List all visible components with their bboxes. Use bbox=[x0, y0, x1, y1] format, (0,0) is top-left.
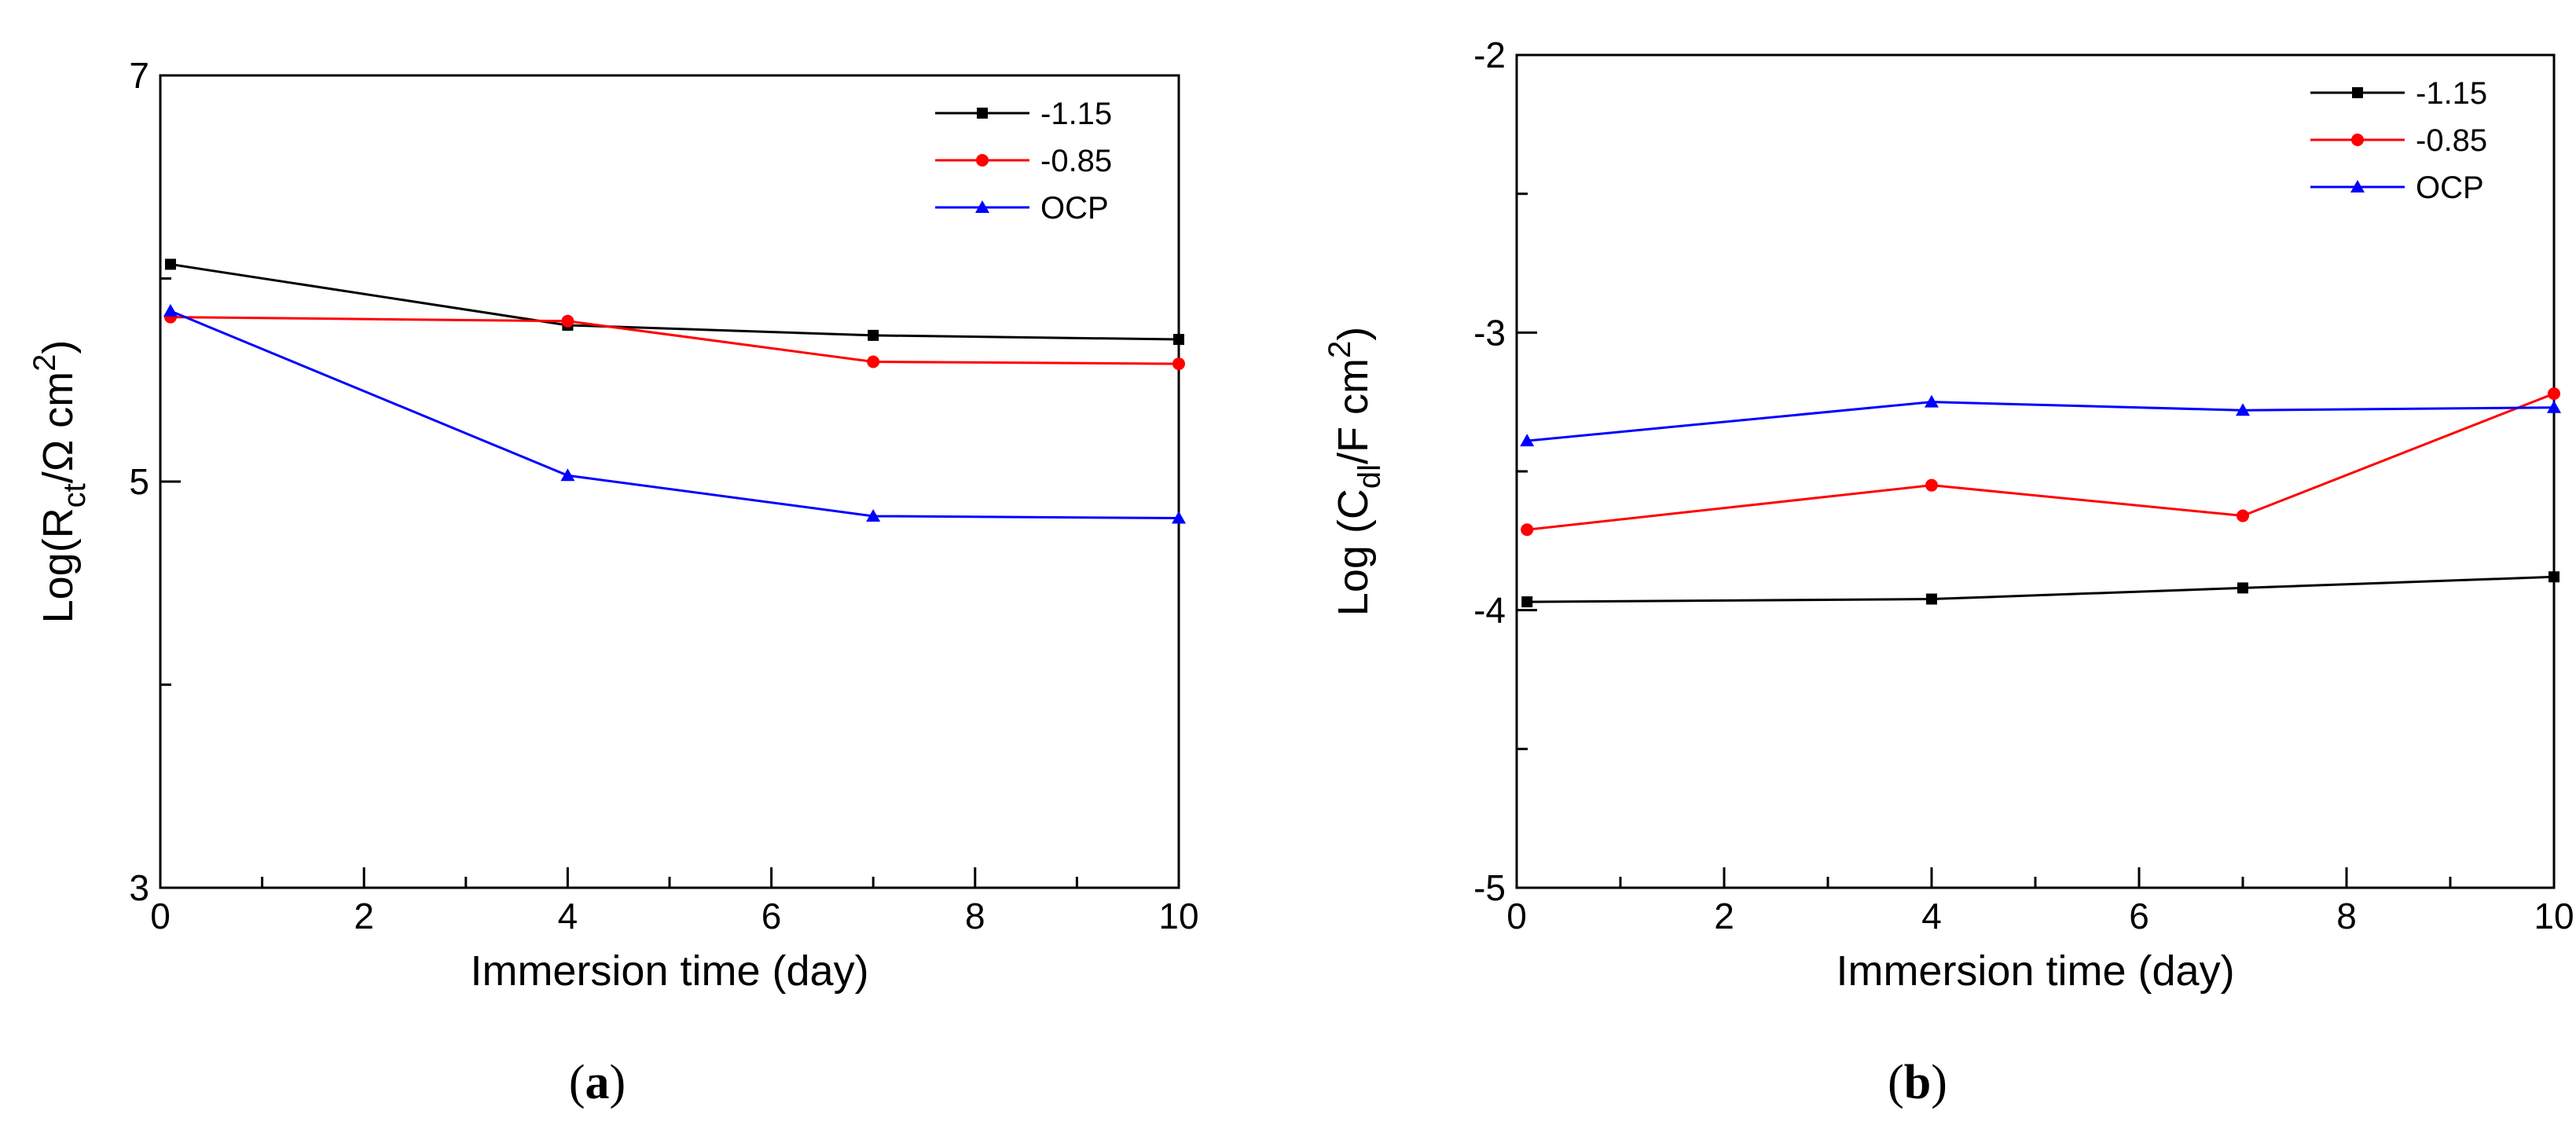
plot-frame bbox=[159, 74, 1180, 889]
panel-label-letter: a bbox=[585, 1056, 610, 1109]
x-tick-label: 0 bbox=[150, 896, 171, 936]
panel-label-letter: b bbox=[1904, 1056, 1931, 1109]
data-point bbox=[1172, 511, 1186, 524]
legend-label: OCP bbox=[1040, 191, 1109, 225]
series-line-circle bbox=[170, 316, 1180, 365]
y-title-superscript: 2 bbox=[28, 354, 62, 372]
legend: -1.15 -0.85 OCP bbox=[2310, 76, 2487, 205]
y-tick-label: -5 bbox=[1473, 867, 1506, 908]
legend-marker bbox=[2350, 180, 2365, 192]
x-tick-label: 2 bbox=[1714, 896, 1734, 936]
panel-label-a: (a) bbox=[569, 1056, 626, 1109]
y-title-part: Log(R bbox=[35, 508, 82, 623]
y-title-part: /F cm bbox=[1330, 358, 1377, 464]
data-point bbox=[1521, 523, 1534, 537]
y-tick-label: 5 bbox=[129, 461, 149, 502]
x-tick-label: 8 bbox=[965, 896, 985, 936]
data-point bbox=[2548, 571, 2559, 583]
y-title-part: Log (C bbox=[1330, 489, 1377, 616]
x-axis-title: Immersion time (day) bbox=[470, 947, 868, 995]
series-line-triangle bbox=[1527, 401, 2555, 442]
data-point bbox=[1173, 334, 1184, 346]
data-point bbox=[2236, 403, 2250, 416]
panel-label-paren: ( bbox=[569, 1056, 585, 1109]
series-line-square bbox=[170, 262, 1180, 341]
x-tick-label: 0 bbox=[1506, 896, 1527, 936]
y-tick-label: 3 bbox=[129, 867, 149, 908]
data-point bbox=[1925, 478, 1938, 492]
legend-marker bbox=[977, 108, 988, 119]
legend-marker bbox=[2352, 87, 2363, 98]
x-axis-title: Immersion time (day) bbox=[1836, 947, 2234, 995]
chart-panel-a: 0 2 4 6 8 10 3 5 7 -1.15 -0.85 OCP Immersion time (d… bbox=[28, 55, 1199, 1109]
panel-label-paren: ) bbox=[1931, 1056, 1947, 1109]
data-point bbox=[163, 303, 178, 317]
x-tick-label: 4 bbox=[1921, 896, 1942, 936]
legend-label: -0.85 bbox=[1040, 144, 1112, 178]
data-point bbox=[868, 329, 879, 341]
data-point bbox=[1925, 394, 1939, 408]
y-tick-label: -3 bbox=[1473, 312, 1506, 353]
x-tick-label: 2 bbox=[354, 896, 374, 936]
data-point bbox=[1926, 593, 1937, 605]
y-axis-title: Log (Cdl/F cm2) bbox=[1323, 327, 1387, 616]
panel-label-paren: ( bbox=[1888, 1056, 1904, 1109]
y-title-part: ) bbox=[35, 340, 82, 354]
data-point bbox=[1172, 357, 1185, 371]
legend-label: OCP bbox=[2416, 170, 2484, 205]
y-title-subscript: ct bbox=[57, 483, 92, 508]
data-point bbox=[1521, 596, 1533, 608]
data-point bbox=[2237, 582, 2248, 594]
y-title-part: /Ω cm bbox=[35, 372, 82, 483]
data-point bbox=[2237, 509, 2249, 522]
y-tick-label: -4 bbox=[1473, 590, 1506, 631]
x-tick-label: 4 bbox=[558, 896, 578, 936]
legend-label: -1.15 bbox=[1040, 97, 1112, 131]
x-tick-label: 8 bbox=[2336, 896, 2357, 936]
series-line-triangle bbox=[170, 310, 1180, 520]
data-point bbox=[867, 355, 880, 368]
x-tick-label: 6 bbox=[2129, 896, 2149, 936]
y-title-superscript: 2 bbox=[1323, 341, 1357, 358]
data-point bbox=[561, 314, 574, 328]
x-tick-label: 10 bbox=[2534, 896, 2574, 936]
panel-label-paren: ) bbox=[610, 1056, 626, 1109]
series-line-square bbox=[1527, 575, 2555, 603]
legend-marker bbox=[2351, 134, 2364, 146]
panel-label-b: (b) bbox=[1888, 1056, 1947, 1109]
y-axis-title: Log(Rct/Ω cm2) bbox=[28, 340, 92, 624]
data-point bbox=[164, 258, 176, 270]
series-line-circle bbox=[1527, 392, 2555, 531]
chart-panel-b: 0 2 4 6 8 10 -5 -4 -3 -2 -1.15 -0.85 OCP Immersion ti… bbox=[1323, 35, 2574, 1109]
y-tick-label: -2 bbox=[1473, 35, 1506, 75]
data-point bbox=[560, 468, 575, 482]
y-title-part: ) bbox=[1330, 327, 1377, 341]
data-point bbox=[866, 508, 881, 522]
legend-marker bbox=[975, 200, 989, 213]
legend-label: -0.85 bbox=[2416, 123, 2487, 158]
x-tick-label: 6 bbox=[761, 896, 782, 936]
legend: -1.15 -0.85 OCP bbox=[935, 97, 1112, 225]
legend-marker bbox=[976, 154, 989, 167]
data-point bbox=[1520, 434, 1535, 447]
data-point bbox=[2547, 400, 2561, 413]
plot-frame bbox=[1515, 53, 2556, 889]
x-tick-label: 10 bbox=[1158, 896, 1198, 936]
legend-label: -1.15 bbox=[2416, 76, 2487, 111]
y-tick-label: 7 bbox=[129, 55, 149, 96]
data-point bbox=[2548, 387, 2560, 401]
y-title-subscript: dl bbox=[1352, 464, 1387, 489]
